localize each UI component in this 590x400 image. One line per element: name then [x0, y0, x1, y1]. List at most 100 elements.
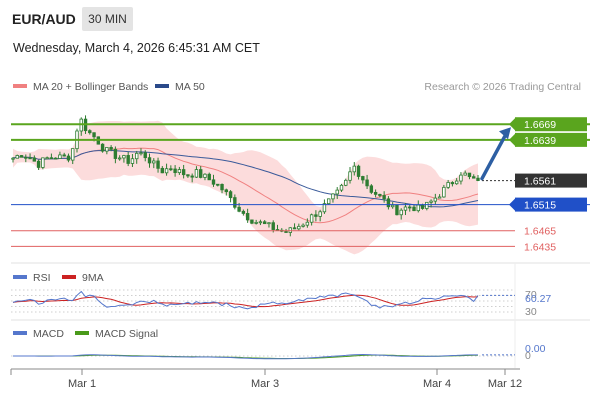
- candle: [476, 177, 480, 181]
- candle: [113, 148, 118, 159]
- candle: [373, 191, 378, 195]
- candle: [245, 213, 250, 221]
- candle: [267, 222, 271, 225]
- target-tag-pointer: [509, 133, 515, 146]
- candle: [241, 210, 246, 214]
- rsi-level-70: 70: [525, 289, 537, 301]
- candle: [237, 206, 241, 212]
- candle: [143, 152, 147, 159]
- rsi-line: [12, 290, 479, 310]
- candle: [386, 198, 391, 208]
- rsi-ma-legend-label: 9MA: [82, 272, 104, 284]
- candle: [288, 227, 292, 233]
- target-tag-pointer: [509, 118, 515, 131]
- candle: [335, 189, 339, 195]
- candle: [24, 156, 28, 159]
- candle: [109, 146, 113, 150]
- candle: [459, 174, 463, 182]
- target-price-tag: [515, 117, 587, 132]
- candle: [262, 221, 267, 225]
- candle: [301, 224, 305, 227]
- candle: [463, 172, 467, 176]
- forecast-arrow-shaft: [480, 130, 509, 181]
- macd-legend-swatch: [13, 331, 27, 335]
- candle: [220, 183, 224, 191]
- candle: [429, 200, 433, 203]
- candle: [331, 193, 335, 200]
- candle: [425, 201, 429, 209]
- candle: [88, 130, 92, 134]
- main-panel: [11, 115, 480, 255]
- candle: [271, 222, 275, 230]
- candle: [416, 204, 420, 212]
- candle: [156, 160, 160, 169]
- candle: [420, 204, 425, 209]
- candle: [412, 206, 416, 212]
- candle: [117, 157, 122, 160]
- ma20-legend-label: MA 20 + Bollinger Bands: [33, 81, 148, 93]
- macd-legend-label: MACD: [33, 328, 64, 340]
- candle: [181, 169, 186, 176]
- candle: [100, 143, 105, 152]
- candle: [361, 176, 365, 181]
- candle: [135, 152, 139, 160]
- price-level-label: 1.6669: [524, 119, 556, 131]
- candle: [378, 193, 382, 196]
- candle: [356, 165, 361, 177]
- candle: [365, 179, 369, 187]
- rsi-ma-line: [12, 294, 479, 308]
- candle: [147, 157, 152, 164]
- candle: [62, 154, 66, 157]
- bollinger-band: [13, 120, 478, 255]
- candle: [442, 186, 446, 198]
- candle: [177, 169, 182, 174]
- candle: [41, 157, 45, 168]
- candle: [292, 227, 297, 230]
- macd-line: [13, 353, 478, 360]
- candle: [454, 180, 459, 185]
- candle: [399, 209, 403, 216]
- candle: [433, 197, 438, 202]
- macd-legend: MACD MACD Signal: [13, 328, 158, 340]
- ma20-legend-swatch: [13, 84, 27, 88]
- candle: [203, 173, 207, 178]
- pivot-price-tag: [515, 197, 587, 212]
- rsi-value-label: 60.27: [525, 293, 551, 305]
- candle: [49, 157, 54, 160]
- candle: [173, 168, 177, 174]
- candle: [284, 230, 288, 233]
- candle: [122, 155, 126, 159]
- candle: [32, 157, 37, 162]
- rsi-legend-swatch: [13, 275, 27, 279]
- macd-signal-line: [13, 354, 479, 359]
- candle: [58, 154, 62, 159]
- candle: [186, 174, 190, 177]
- current-price-tag: [515, 173, 587, 188]
- x-tick-label: Mar 12: [488, 378, 522, 390]
- candle: [408, 206, 412, 209]
- price-level-label: 1.6435: [524, 241, 556, 253]
- rsi-panel: [11, 289, 515, 313]
- candle: [348, 171, 352, 181]
- candle: [126, 155, 130, 164]
- timeframe-button[interactable]: 30 MIN: [82, 7, 133, 31]
- chart-header: EUR/AUD 30 MIN Wednesday, March 4, 2026 …: [0, 0, 590, 70]
- candle: [250, 219, 254, 224]
- x-tick-label: Mar 4: [423, 378, 451, 390]
- candle: [164, 168, 169, 174]
- candle: [326, 198, 331, 205]
- ma50-legend-swatch: [155, 84, 169, 88]
- candle: [71, 148, 75, 161]
- candle: [446, 182, 450, 188]
- macd-signal-legend-swatch: [75, 331, 89, 335]
- ma50-legend-label: MA 50: [175, 81, 205, 93]
- candle: [139, 152, 143, 155]
- symbol-label: EUR/AUD: [12, 11, 76, 27]
- price-level-label: 1.6561: [524, 176, 556, 188]
- rsi-legend: RSI 9MA: [13, 272, 104, 284]
- candle: [382, 195, 386, 200]
- datetime-label: Wednesday, March 4, 2026 6:45:31 AM CET: [13, 41, 260, 55]
- candle: [437, 196, 442, 199]
- candle: [369, 185, 374, 193]
